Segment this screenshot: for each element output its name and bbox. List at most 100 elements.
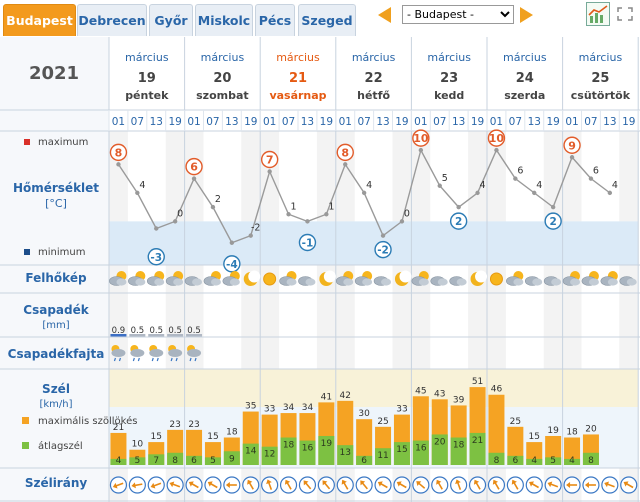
- rain-drop: [156, 357, 159, 362]
- wind-dir-arrow: [623, 481, 634, 489]
- wind-dir-arrow: [455, 479, 462, 490]
- avg-wind-value: 11: [377, 451, 388, 461]
- day-month: március: [579, 51, 623, 64]
- cloud-icon: [449, 276, 467, 286]
- max-temp-value: 10: [413, 132, 429, 145]
- temperature-value: 0: [177, 208, 183, 219]
- temperature-point: [343, 162, 348, 167]
- moon-cutout: [323, 270, 336, 283]
- max-legend-swatch: [24, 139, 30, 145]
- wind-direction-icon: [242, 476, 260, 494]
- gust-value: 45: [415, 386, 426, 396]
- gust-value: 46: [491, 385, 503, 395]
- gust-value: 20: [585, 424, 597, 434]
- temperature-point: [248, 233, 253, 238]
- gust-bar: [564, 437, 581, 465]
- avg-wind-bar: [507, 455, 524, 465]
- rain-drop: [175, 357, 178, 362]
- expand-icon[interactable]: [616, 6, 634, 22]
- avg-wind-value: 5: [210, 456, 216, 466]
- shower-icon: [130, 345, 145, 362]
- sun-icon: [489, 272, 503, 286]
- gust-value: 42: [340, 391, 351, 401]
- wind-dir-arrow: [341, 479, 349, 490]
- temperature-point: [191, 176, 197, 181]
- prev-city-arrow-icon[interactable]: [378, 7, 391, 23]
- min-temp-value: -4: [226, 259, 238, 271]
- cloud-icon: [543, 276, 562, 286]
- precip-bar: [186, 334, 203, 337]
- day-headers: március 19 péntek március 20 szombat március 21…: [125, 51, 631, 102]
- rain-drop: [137, 357, 140, 362]
- tab-budapest[interactable]: Budapest: [3, 4, 76, 36]
- gust-value: 15: [207, 432, 218, 442]
- min-legend-label: minimum: [38, 247, 85, 258]
- avg-wind-value: 9: [229, 454, 235, 464]
- max-temp-value: 6: [190, 161, 198, 174]
- tab-debrecen[interactable]: Debrecen: [77, 4, 147, 36]
- cloud-icons-row: [109, 270, 637, 286]
- cloud-puff: [210, 278, 221, 286]
- wind-dir-arrow: [322, 480, 331, 490]
- city-select[interactable]: - Budapest -: [402, 5, 514, 24]
- wind-dir-arrow: [566, 482, 578, 488]
- chart-view-icon[interactable]: [586, 2, 610, 26]
- wind-dir-arrow: [150, 482, 162, 489]
- avg-wind-value: 4: [569, 456, 575, 466]
- wind-direction-icon: [336, 476, 354, 494]
- hour-label: 07: [509, 116, 522, 128]
- day-month: március: [427, 51, 471, 64]
- gust-legend-swatch: [22, 417, 29, 424]
- day-number: 24: [516, 71, 534, 86]
- avg-wind-bar: [223, 451, 240, 465]
- arrow-head: [284, 479, 291, 485]
- hour-headers: 01 07 13 19 01 07 13 19 01 07 13 19 01 07 13 19 01 07 13 19…: [112, 116, 636, 128]
- avg-wind-bar: [337, 445, 354, 465]
- cloud-sun-icon: [109, 271, 127, 286]
- temperature-unit-label: [°C]: [45, 197, 67, 210]
- moon-icon: [394, 270, 412, 286]
- chart-view-icon-graphic: [588, 5, 608, 23]
- next-city-arrow-icon[interactable]: [520, 7, 533, 23]
- cloud-puff: [513, 278, 524, 286]
- tab-szeged[interactable]: Szeged: [298, 4, 356, 36]
- hour-label: 01: [263, 116, 276, 128]
- wind-dir-arrow: [169, 481, 181, 488]
- arrow-head: [436, 479, 442, 485]
- wind-dir-arrow: [473, 479, 481, 490]
- cloud-part: [130, 349, 145, 357]
- temperature-point: [324, 212, 329, 217]
- avg-wind-value: 20: [434, 437, 446, 447]
- gust-value: 18: [226, 428, 238, 438]
- precip-value: 0.5: [149, 326, 163, 336]
- wind-dir-arrow: [360, 480, 368, 490]
- rain-drop: [132, 357, 135, 362]
- moon-cutout: [475, 270, 488, 283]
- cloud-puff: [343, 278, 354, 286]
- temperature-value: 1: [291, 201, 297, 212]
- rain-drop: [170, 357, 173, 362]
- precip-value: 0.5: [168, 326, 182, 336]
- wind-direction-icon: [450, 476, 468, 494]
- gust-value: 33: [264, 405, 275, 415]
- temperature-value: 1: [328, 201, 334, 212]
- avg-wind-bar: [469, 432, 486, 465]
- gust-value: 25: [510, 417, 521, 427]
- min-temp-value: 2: [549, 216, 556, 228]
- precip-value: 0.9: [112, 326, 126, 336]
- cloud-puff: [154, 278, 165, 286]
- tab-pecs[interactable]: Pécs: [255, 4, 295, 36]
- arrow-head: [604, 481, 609, 488]
- wind-dir-arrow: [112, 482, 124, 489]
- avg-wind-bar: [204, 457, 221, 465]
- wind-dir-arrow: [266, 479, 273, 490]
- shower-icon: [187, 345, 202, 362]
- wind-direction-row: [109, 476, 638, 494]
- tab-gyor[interactable]: Győr: [149, 4, 193, 36]
- arrow-head: [492, 479, 499, 485]
- rain-drop: [118, 357, 122, 362]
- day-weekday: péntek: [125, 89, 169, 102]
- tab-miskolc[interactable]: Miskolc: [195, 4, 253, 36]
- min-temp-value: 2: [455, 216, 462, 228]
- temperature-point: [361, 190, 367, 196]
